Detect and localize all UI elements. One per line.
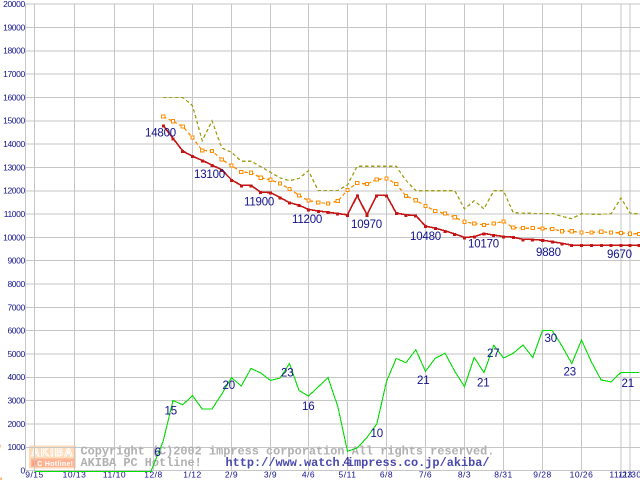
svg-text:10480: 10480 (410, 231, 441, 243)
svg-text:10970: 10970 (351, 219, 382, 231)
svg-text:10/13: 10/13 (63, 470, 87, 480)
svg-text:19000: 19000 (3, 22, 25, 32)
svg-text:30: 30 (545, 333, 557, 345)
svg-text:12/8: 12/8 (144, 470, 163, 480)
svg-text:14800: 14800 (145, 128, 176, 140)
svg-text:4000: 4000 (7, 372, 25, 382)
svg-text:http://www.watch.impress.co.jp: http://www.watch.impress.co.jp/akiba/ (226, 456, 490, 470)
svg-text:11/30: 11/30 (618, 470, 640, 480)
svg-text:27: 27 (487, 348, 499, 360)
svg-text:11900: 11900 (244, 197, 274, 209)
svg-text:AKIBA: AKIBA (31, 447, 73, 459)
svg-text:9000: 9000 (7, 256, 25, 266)
svg-text:1/12: 1/12 (183, 470, 202, 480)
svg-text:15: 15 (165, 406, 177, 418)
svg-text:Copyright (C)2002 impress corp: Copyright (C)2002 impress corporation Al… (81, 444, 495, 458)
svg-text:13000: 13000 (3, 162, 25, 172)
svg-text:8/3: 8/3 (458, 470, 471, 480)
svg-text:13100: 13100 (194, 169, 225, 181)
svg-text:23: 23 (281, 368, 293, 380)
svg-text:11/10: 11/10 (103, 470, 126, 480)
svg-text:20: 20 (223, 380, 235, 392)
svg-text:6: 6 (155, 447, 161, 459)
svg-text:21: 21 (477, 378, 489, 390)
svg-text:11000: 11000 (4, 209, 26, 219)
svg-text:4: 4 (344, 456, 351, 468)
svg-text:9880: 9880 (536, 247, 561, 259)
svg-text:7/6: 7/6 (419, 470, 432, 480)
svg-text:20000: 20000 (3, 0, 25, 9)
svg-text:10: 10 (371, 428, 383, 440)
svg-text:16000: 16000 (3, 92, 25, 102)
svg-text:2/9: 2/9 (225, 470, 238, 480)
svg-text:3/9: 3/9 (264, 470, 277, 480)
svg-text:5/11: 5/11 (339, 470, 357, 480)
svg-text:8000: 8000 (7, 279, 25, 289)
svg-text:16: 16 (302, 401, 314, 413)
svg-text:9/28: 9/28 (533, 470, 552, 480)
svg-text:18000: 18000 (3, 46, 25, 56)
svg-text:1000: 1000 (7, 442, 25, 452)
svg-text:5000: 5000 (7, 349, 25, 359)
svg-text:PC Hotline!: PC Hotline! (32, 461, 73, 468)
svg-text:21: 21 (417, 375, 429, 387)
svg-text:2000: 2000 (7, 419, 25, 429)
svg-text:12000: 12000 (3, 186, 25, 196)
svg-text:6000: 6000 (7, 326, 25, 336)
svg-text:10000: 10000 (3, 232, 25, 242)
svg-text:0: 0 (20, 466, 25, 476)
svg-text:11200: 11200 (292, 214, 322, 226)
svg-text:15000: 15000 (3, 116, 25, 126)
svg-text:8/31: 8/31 (494, 470, 513, 480)
svg-text:3000: 3000 (7, 396, 25, 406)
svg-text:11/23: 11/23 (609, 470, 632, 480)
svg-text:14000: 14000 (3, 139, 25, 149)
svg-text:21: 21 (622, 378, 634, 390)
svg-text:10170: 10170 (468, 239, 499, 251)
svg-text:AKIBA PC Hotline!: AKIBA PC Hotline! (81, 456, 202, 470)
svg-text:17000: 17000 (3, 69, 25, 79)
svg-text:4/6: 4/6 (302, 470, 315, 480)
svg-text:7000: 7000 (7, 302, 25, 312)
svg-text:10/26: 10/26 (570, 470, 594, 480)
svg-text:9/15: 9/15 (25, 470, 44, 480)
svg-text:9670: 9670 (607, 249, 632, 261)
svg-text:23: 23 (564, 366, 576, 378)
svg-text:6/8: 6/8 (380, 470, 393, 480)
